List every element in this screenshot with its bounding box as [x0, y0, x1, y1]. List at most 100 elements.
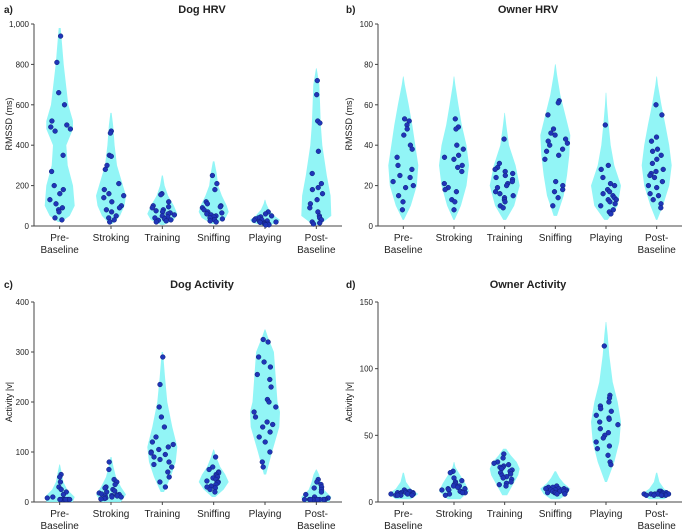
- data-point: [166, 459, 172, 465]
- data-point: [210, 464, 216, 470]
- data-point: [214, 180, 220, 187]
- data-point: [658, 205, 664, 211]
- data-point: [213, 219, 219, 225]
- data-point: [270, 421, 276, 428]
- data-point: [158, 414, 165, 420]
- data-point: [606, 443, 613, 449]
- data-point: [61, 102, 68, 108]
- data-point: [303, 491, 309, 498]
- data-point: [555, 195, 561, 201]
- data-point: [491, 460, 497, 466]
- data-point: [57, 474, 63, 480]
- violin-5: [301, 68, 332, 226]
- y-tick-label: 0: [369, 222, 374, 231]
- data-point: [651, 174, 658, 181]
- data-point: [267, 449, 273, 455]
- data-point: [108, 209, 115, 215]
- data-point: [453, 126, 459, 132]
- data-point: [204, 201, 211, 207]
- data-point: [171, 212, 178, 218]
- data-point: [660, 166, 666, 173]
- data-point: [505, 462, 512, 468]
- x-tick-label: Sniffing: [197, 233, 230, 244]
- data-point: [209, 172, 216, 179]
- data-point: [401, 132, 407, 138]
- data-point: [163, 218, 169, 224]
- x-tick-label: Playing: [590, 233, 623, 244]
- data-point: [509, 178, 515, 185]
- data-point: [545, 112, 551, 118]
- data-point: [399, 207, 406, 213]
- data-point: [265, 339, 271, 345]
- data-point: [54, 59, 60, 66]
- data-point: [597, 426, 603, 432]
- y-tick-label: 400: [16, 298, 30, 307]
- data-point: [593, 439, 599, 445]
- data-point: [57, 479, 64, 485]
- data-point: [207, 486, 213, 493]
- data-point: [502, 172, 508, 179]
- data-point: [459, 162, 465, 169]
- y-tick-label: 200: [16, 398, 30, 407]
- panel-letter: b): [346, 5, 355, 16]
- data-point: [260, 464, 266, 470]
- data-point: [318, 180, 325, 187]
- y-axis-label: Activity |v|: [4, 382, 14, 422]
- x-tick-label: Post-Baseline: [637, 233, 676, 256]
- y-tick-label: 150: [360, 298, 374, 307]
- chart-title: Owner HRV: [498, 4, 559, 16]
- data-point: [460, 146, 466, 152]
- y-tick-label: 50: [364, 431, 373, 440]
- x-tick-label: Stroking: [436, 509, 473, 520]
- data-point: [459, 478, 465, 484]
- data-point: [153, 208, 159, 214]
- data-point: [266, 399, 272, 405]
- data-point: [598, 166, 604, 173]
- data-point: [111, 217, 117, 223]
- data-point: [116, 180, 122, 187]
- data-point: [552, 132, 558, 138]
- data-point: [121, 193, 127, 199]
- data-point: [605, 162, 611, 169]
- data-point: [653, 168, 659, 175]
- data-point: [310, 221, 317, 227]
- data-point: [307, 496, 313, 503]
- data-point: [459, 168, 465, 175]
- data-point: [503, 182, 510, 189]
- data-point: [390, 178, 396, 185]
- panel-owner-hrv: b) Owner HRV RMSSD (ms) 0 20 40 60 80 100 Pre-…: [344, 4, 682, 256]
- data-point: [268, 213, 275, 219]
- data-point: [602, 122, 608, 128]
- data-point: [497, 191, 503, 197]
- data-point: [500, 455, 506, 461]
- data-point: [500, 205, 506, 211]
- data-point: [556, 152, 562, 158]
- data-point: [409, 146, 415, 152]
- y-tick-label: 200: [16, 182, 30, 191]
- x-tick-label: Playing: [590, 509, 623, 520]
- data-point: [101, 186, 107, 193]
- data-point: [314, 197, 320, 203]
- data-point: [107, 219, 113, 225]
- data-point: [109, 199, 115, 205]
- data-point: [452, 199, 458, 205]
- data-point: [654, 156, 660, 162]
- data-point: [655, 193, 662, 199]
- panel-letter: d): [346, 280, 355, 291]
- data-point: [400, 199, 406, 205]
- data-point: [658, 152, 664, 158]
- data-point: [60, 186, 66, 193]
- x-tick-label: Training: [144, 509, 180, 520]
- data-point: [165, 204, 172, 210]
- data-point: [441, 180, 447, 187]
- data-point: [307, 205, 313, 211]
- data-point: [510, 193, 516, 199]
- data-point: [493, 174, 499, 181]
- data-point: [492, 189, 499, 195]
- panel-owner-activity: d) Owner Activity Activity |v| 0 50 100 150…: [344, 279, 682, 532]
- y-tick-label: 0: [369, 498, 374, 507]
- data-point: [508, 479, 514, 485]
- data-point: [605, 430, 612, 436]
- data-point: [273, 404, 279, 410]
- data-point: [560, 186, 566, 193]
